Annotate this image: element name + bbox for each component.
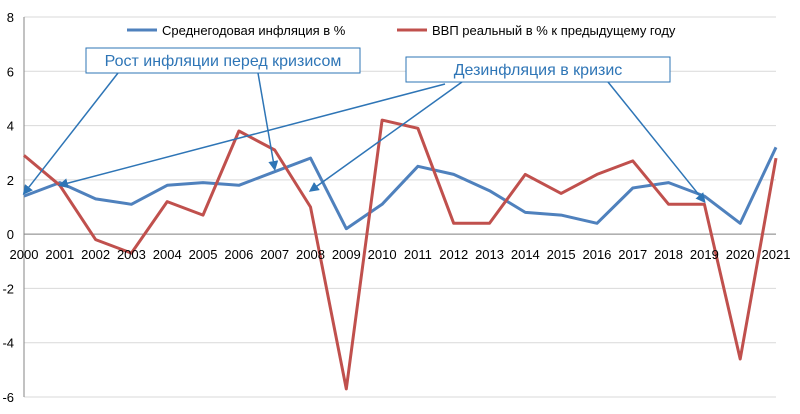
annotation-box <box>405 56 671 83</box>
series-lines <box>23 118 778 391</box>
x-tick-label: 2013 <box>475 247 504 262</box>
annotation-arrow <box>57 83 446 189</box>
annotation-arrow <box>607 81 706 204</box>
y-tick-label: 6 <box>7 64 14 79</box>
y-tick-label: 8 <box>7 10 14 25</box>
x-tick-label: 2005 <box>189 247 218 262</box>
x-tick-label: 2000 <box>10 247 39 262</box>
x-tick-label: 2012 <box>439 247 468 262</box>
x-tick-label: 2001 <box>45 247 74 262</box>
y-tick-label: 2 <box>7 173 14 188</box>
y-axis-tick-labels: -6 -4 -2 0 2 4 6 8 <box>2 10 14 405</box>
legend-label: Среднегодовая инфляция в % <box>162 23 346 38</box>
annotations: Рост инфляции перед кризисом Дезинфляция … <box>22 47 706 204</box>
annotation-label: Рост инфляции перед кризисом <box>105 53 342 70</box>
x-tick-label: 2020 <box>726 247 755 262</box>
annotation-arrow <box>22 72 119 196</box>
y-tick-label: 4 <box>7 119 14 134</box>
x-tick-label: 2016 <box>582 247 611 262</box>
x-axis-tick-labels: 2000 2001 2002 2003 2004 2005 2006 2007 2008 2009… <box>10 247 791 262</box>
y-tick-label: -2 <box>2 281 14 296</box>
y-tick-label: 0 <box>7 227 14 242</box>
x-tick-label: 2002 <box>81 247 110 262</box>
x-tick-label: 2015 <box>547 247 576 262</box>
x-tick-label: 2011 <box>404 247 432 262</box>
x-tick-label: 2006 <box>224 247 253 262</box>
legend-label: ВВП реальный в % к предыдущему году <box>432 23 676 38</box>
annotation-box <box>85 47 361 74</box>
x-tick-label: 2019 <box>690 247 719 262</box>
x-tick-label: 2021 <box>762 247 791 262</box>
annotation-arrow <box>308 81 463 192</box>
x-tick-label: 2008 <box>296 247 325 262</box>
x-tick-label: 2010 <box>368 247 397 262</box>
y-tick-label: -6 <box>2 390 14 405</box>
x-tick-label: 2009 <box>332 247 361 262</box>
x-tick-label: 2014 <box>511 247 540 262</box>
inflation-series-line <box>23 146 778 231</box>
x-tick-label: 2018 <box>654 247 683 262</box>
gdp-series-line <box>23 118 778 391</box>
x-tick-label: 2017 <box>618 247 647 262</box>
y-tick-label: -4 <box>2 336 14 351</box>
axes <box>23 17 776 397</box>
annotation-arrow <box>257 72 279 171</box>
x-tick-label: 2004 <box>153 247 182 262</box>
annotation-label: Дезинфляция в кризис <box>454 62 623 79</box>
x-tick-label: 2003 <box>117 247 146 262</box>
x-tick-label: 2007 <box>260 247 289 262</box>
legend: Среднегодовая инфляция в % ВВП реальный в… <box>127 23 676 38</box>
